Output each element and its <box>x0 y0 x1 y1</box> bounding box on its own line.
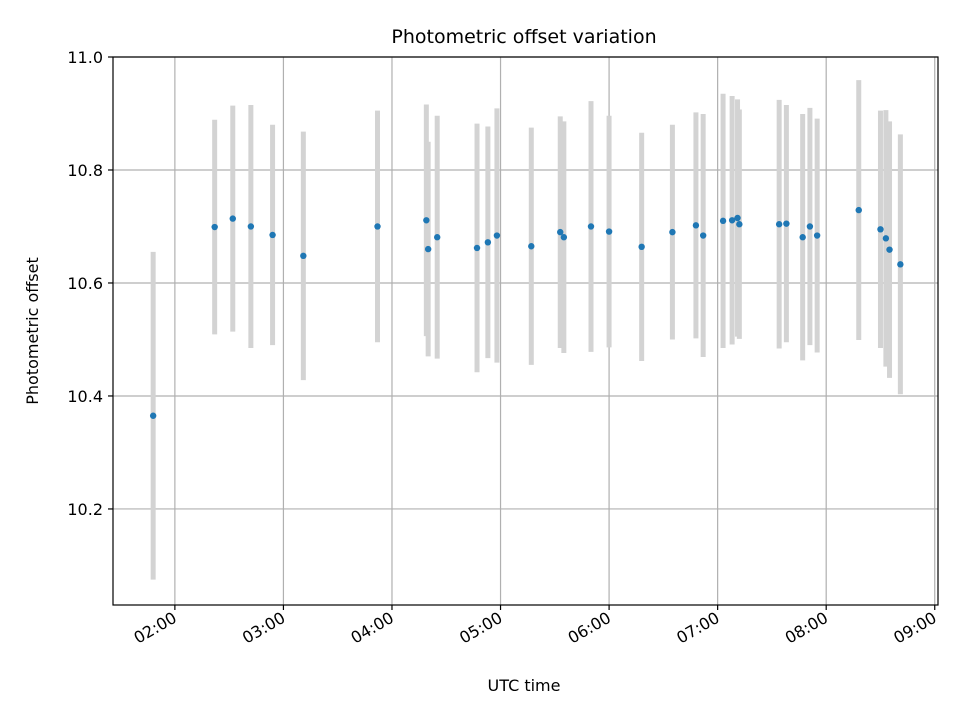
data-point <box>587 223 595 230</box>
x-tick-label: 05:00 <box>456 608 505 648</box>
error-bars <box>150 80 903 580</box>
data-point <box>734 214 741 222</box>
y-tick-label: 10.6 <box>67 274 103 293</box>
data-point <box>882 235 890 242</box>
x-tick-label: 06:00 <box>565 608 614 648</box>
data-point <box>149 412 157 419</box>
data-point <box>300 252 307 260</box>
data-point <box>423 217 430 224</box>
data-point <box>229 215 236 222</box>
data-point <box>736 221 743 228</box>
x-axis-title: UTC time <box>488 676 561 695</box>
data-point <box>211 223 218 231</box>
data-point <box>669 228 676 236</box>
x-tick-label: 04:00 <box>348 608 397 648</box>
data-point <box>699 232 707 239</box>
y-axis-title: Photometric offset <box>23 257 42 405</box>
data-point <box>877 226 884 233</box>
data-point <box>692 222 700 229</box>
data-point <box>605 228 613 235</box>
grid-lines <box>113 56 938 605</box>
data-point <box>719 217 727 225</box>
data-point <box>484 239 492 246</box>
data-point <box>247 223 255 230</box>
x-tick-label: 07:00 <box>673 608 722 648</box>
y-tick-label: 11.0 <box>67 48 103 67</box>
data-point <box>886 246 893 253</box>
data-point <box>897 261 904 268</box>
y-tick-label: 10.8 <box>67 161 103 180</box>
data-point <box>528 243 535 250</box>
x-tick-label: 08:00 <box>782 608 831 648</box>
data-point <box>560 234 568 241</box>
data-point <box>434 234 441 241</box>
data-point <box>783 220 790 227</box>
data-point <box>473 244 481 252</box>
data-points <box>149 206 904 419</box>
data-point <box>775 221 783 228</box>
data-point <box>424 245 432 253</box>
data-point <box>813 232 821 239</box>
data-point <box>493 232 501 239</box>
x-tick-label: 02:00 <box>130 608 179 648</box>
y-tick-label: 10.2 <box>67 500 103 519</box>
data-point <box>269 231 276 239</box>
x-tick-label: 03:00 <box>239 608 288 648</box>
data-point <box>728 217 736 224</box>
chart-title: Photometric offset variation <box>391 26 656 48</box>
data-point <box>806 223 814 230</box>
x-tick-label: 09:00 <box>890 608 939 648</box>
data-point <box>638 243 645 251</box>
data-point <box>855 206 862 214</box>
data-point <box>374 223 381 230</box>
data-point <box>557 228 564 236</box>
data-point <box>799 234 806 241</box>
y-tick-label: 10.4 <box>67 387 103 406</box>
plot-frame <box>112 56 939 606</box>
